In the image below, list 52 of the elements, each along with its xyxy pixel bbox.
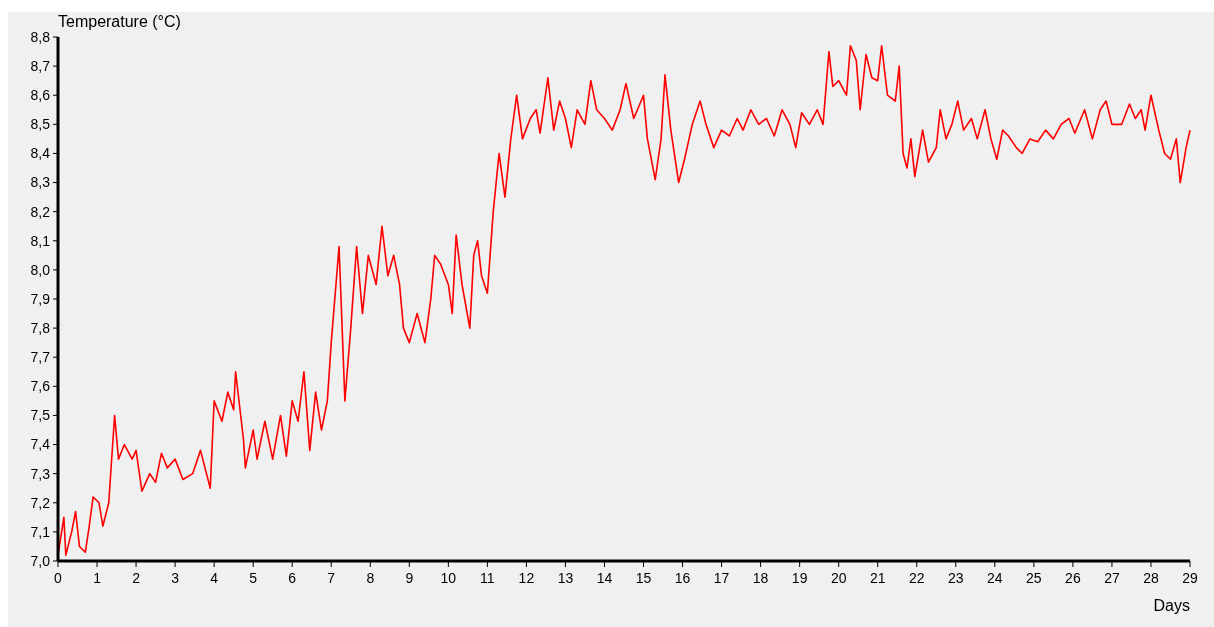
x-tick-label: 25 [1026,570,1042,586]
x-axis-title: Days [1153,597,1190,614]
y-tick-label: 7,2 [30,494,51,511]
x-tick-label: 14 [596,570,613,586]
y-tick-label: 8,7 [30,58,51,75]
y-tick-label: 8,3 [30,174,51,191]
y-tick-label: 8,4 [30,145,51,162]
x-tick-label: 21 [869,570,886,586]
line-series [57,44,1191,556]
x-tick-label: 20 [830,570,847,586]
y-tick-label: 8,6 [30,87,51,104]
x-tick-label: 16 [674,570,691,586]
y-tick-label: 8,1 [30,232,51,249]
y-tick-label: 7,7 [30,349,51,366]
x-tick-label: 26 [1065,570,1081,586]
x-tick-label: 15 [635,570,652,586]
x-tick-label: 10 [440,570,457,586]
x-tick-label: 28 [1143,570,1159,586]
x-tick-label: 7 [327,570,336,586]
y-tick-label: 8,5 [30,116,51,133]
x-tick-label: 29 [1182,570,1198,586]
x-tick-label: 8 [366,570,375,586]
x-tick-label: 24 [987,570,1003,586]
y-tick-label: 7,8 [30,320,51,337]
y-tick-label: 8,0 [30,261,51,278]
x-tick-label: 9 [405,570,414,586]
x-tick-label: 17 [713,570,730,586]
x-tick-label: 12 [518,570,535,586]
y-tick-label: 7,6 [30,378,51,395]
y-tick-label: 7,5 [30,407,51,424]
y-axis-title: Temperature (°C) [58,13,181,30]
y-tick-label: 7,3 [30,465,51,482]
x-tick-label: 23 [948,570,964,586]
x-tick-label: 0 [54,570,63,586]
y-tick-label: 8,8 [30,28,51,45]
x-tick-label: 1 [93,570,102,586]
x-tick-label: 11 [480,570,495,586]
x-tick-label: 6 [288,570,297,586]
x-tick-label: 13 [557,570,574,586]
x-tick-label: 18 [752,570,769,586]
y-tick-label: 8,2 [30,203,51,220]
x-tick-label: 2 [132,570,141,586]
x-tick-label: 27 [1104,570,1120,586]
x-tick-label: 4 [210,570,219,586]
x-tick-label: 3 [171,570,180,586]
y-tick-label: 7,0 [30,552,51,569]
y-tick-label: 7,1 [30,523,51,540]
y-tick-label: 7,4 [30,436,51,453]
x-tick-label: 22 [908,570,925,586]
y-tick-label: 7,9 [30,290,51,307]
x-tick-label: 5 [249,570,258,586]
x-tick-label: 19 [791,570,808,586]
